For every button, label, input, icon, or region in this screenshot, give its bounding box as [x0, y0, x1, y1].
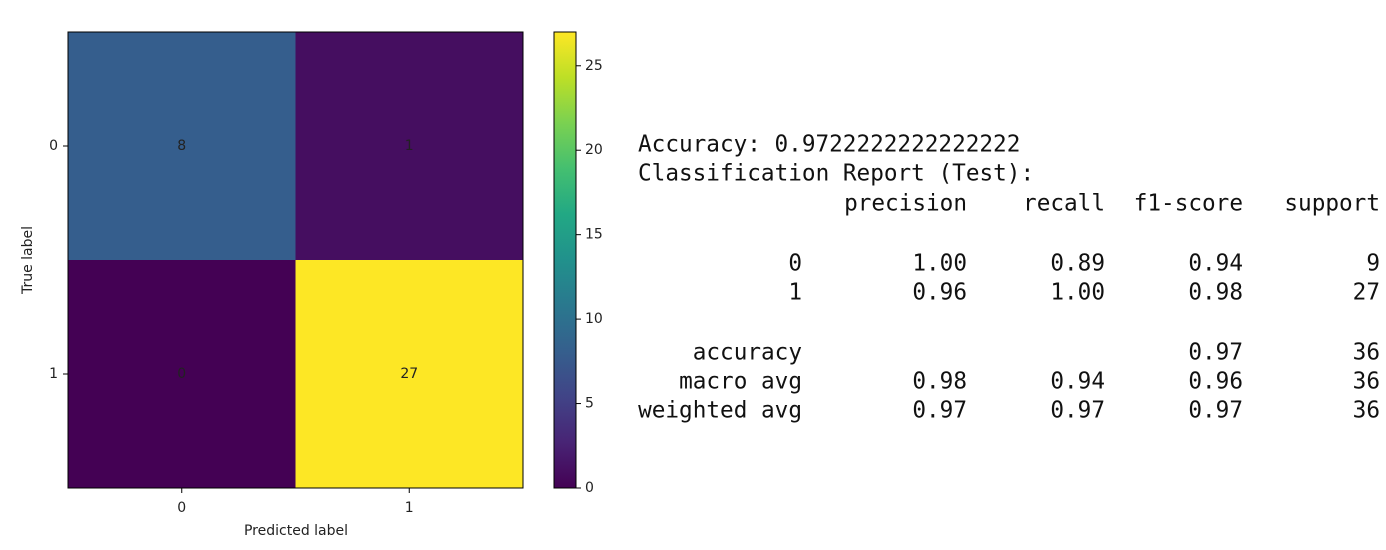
report-cell: 0.97 [1188, 340, 1243, 366]
report-cell: 0.97 [1050, 398, 1105, 424]
report-cell: 0.98 [1188, 280, 1243, 306]
report-cell: 0.96 [1188, 369, 1243, 395]
report-cell: 0.98 [912, 369, 967, 395]
report-cell: 0.89 [1050, 251, 1105, 277]
colorbar-tick-label: 20 [585, 142, 603, 158]
y-axis-label: True label [20, 226, 36, 295]
colorbar-tick-label: 5 [585, 396, 594, 412]
report-cell: 0.97 [912, 398, 967, 424]
accuracy-label: Accuracy: [638, 132, 761, 158]
report-cell: 36 [1353, 398, 1380, 424]
report-row-label: accuracy [693, 340, 802, 366]
report-cell: 0.94 [1050, 369, 1105, 395]
report-row-label: 0 [788, 251, 802, 277]
report-cell: 1.00 [912, 251, 967, 277]
report-cell: 36 [1353, 369, 1380, 395]
colorbar-tick-label: 25 [585, 58, 603, 74]
report-title: Classification Report (Test): [638, 161, 1034, 187]
plot-frame [67, 31, 524, 489]
heatmap-cell [68, 32, 296, 260]
report-column-header: f1-score [1134, 191, 1243, 217]
report-row-label: macro avg [679, 369, 802, 395]
heatmap-cell [295, 32, 523, 260]
heatmap-cell [68, 260, 296, 488]
report-column-header: precision [844, 191, 967, 217]
y-tick-label: 1 [49, 366, 58, 382]
cell-label: 27 [400, 366, 418, 382]
colorbar [553, 31, 577, 489]
accuracy-value: 0.9722222222222222 [775, 132, 1021, 158]
colorbar-tick-label: 0 [585, 480, 594, 496]
cell-label: 1 [405, 138, 414, 154]
cell-label: 0 [177, 366, 186, 382]
report-row-label: 1 [788, 280, 802, 306]
colorbar-tick-label: 10 [585, 311, 603, 327]
report-cell: 1.00 [1050, 280, 1105, 306]
report-row-label: weighted avg [638, 398, 802, 424]
y-tick-label: 0 [49, 138, 58, 154]
report-cell: 36 [1353, 340, 1380, 366]
report-cell: 27 [1353, 280, 1380, 306]
report-column-header: support [1284, 191, 1380, 217]
heatmap-cell [295, 260, 523, 488]
colorbar-tick-label: 15 [585, 227, 603, 243]
report-cell: 0.96 [912, 280, 967, 306]
cell-label: 8 [177, 138, 186, 154]
x-tick-label: 0 [177, 500, 186, 516]
report-cell: 0.94 [1188, 251, 1243, 277]
report-cell: 0.97 [1188, 398, 1243, 424]
x-axis-label: Predicted label [244, 523, 348, 539]
report-column-header: recall [1023, 191, 1105, 217]
report-cell: 9 [1366, 251, 1380, 277]
x-tick-label: 1 [405, 500, 414, 516]
